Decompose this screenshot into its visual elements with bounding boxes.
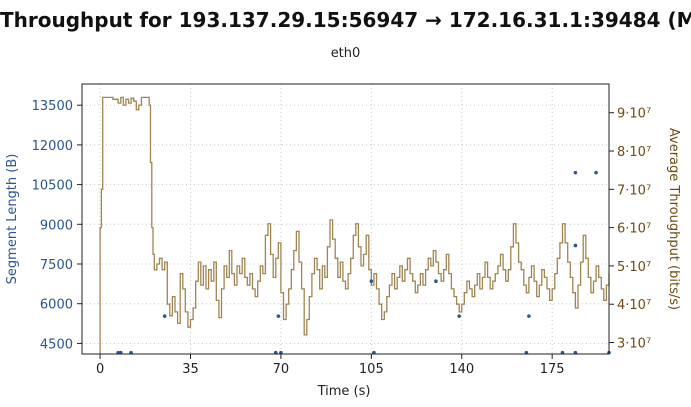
y-right-tick-label: 4·10⁷: [617, 298, 651, 313]
x-tick-label: 0: [96, 362, 104, 377]
x-tick-label: 35: [182, 362, 199, 377]
segment-point: [162, 314, 167, 318]
y-right-axis-label: Average Throughput (bits/s): [666, 128, 681, 310]
throughput-line: [99, 96, 610, 354]
segment-point: [434, 279, 438, 284]
y-left-tick-label: 13500: [32, 99, 73, 114]
y-right-tick-label: 5·10⁷: [617, 260, 651, 275]
y-left-tick-label: 7500: [40, 258, 73, 273]
x-tick-label: 140: [449, 362, 474, 377]
throughput-series: [99, 96, 610, 354]
y-right-tick-label: 9·10⁷: [617, 107, 651, 122]
y-left-tick-label: 9000: [40, 218, 73, 233]
segment-point: [573, 243, 578, 248]
segment-point: [457, 314, 461, 318]
axis-ticks: 0 35 70 105 140 175 4500 6000 7500 9000 10500 12000…: [32, 99, 652, 377]
y-left-tick-label: 12000: [32, 139, 73, 154]
plot-area[interactable]: [82, 84, 609, 354]
x-tick-label: 105: [359, 362, 384, 377]
segment-point: [594, 170, 598, 175]
x-axis-label: Time (s): [317, 384, 371, 399]
y-left-tick-label: 4500: [40, 337, 73, 352]
segment-point: [527, 314, 531, 318]
x-tick-label: 70: [273, 362, 290, 377]
plot-border: [81, 83, 610, 355]
chart-title: Throughput for 193.137.29.15:56947 → 172…: [0, 8, 691, 32]
y-right-tick-label: 6·10⁷: [617, 222, 651, 237]
y-left-tick-label: 6000: [40, 298, 73, 313]
segment-point: [276, 314, 281, 318]
y-right-tick-label: 3·10⁷: [617, 337, 651, 352]
y-left-axis-label: Segment Length (B): [5, 154, 20, 285]
segment-point: [369, 279, 374, 284]
x-tick-label: 175: [540, 362, 565, 377]
y-right-tick-label: 8·10⁷: [617, 145, 651, 160]
chart-subtitle: eth0: [330, 46, 361, 61]
y-left-tick-label: 10500: [32, 179, 73, 194]
y-right-tick-label: 7·10⁷: [617, 183, 651, 198]
segment-point: [573, 170, 578, 175]
